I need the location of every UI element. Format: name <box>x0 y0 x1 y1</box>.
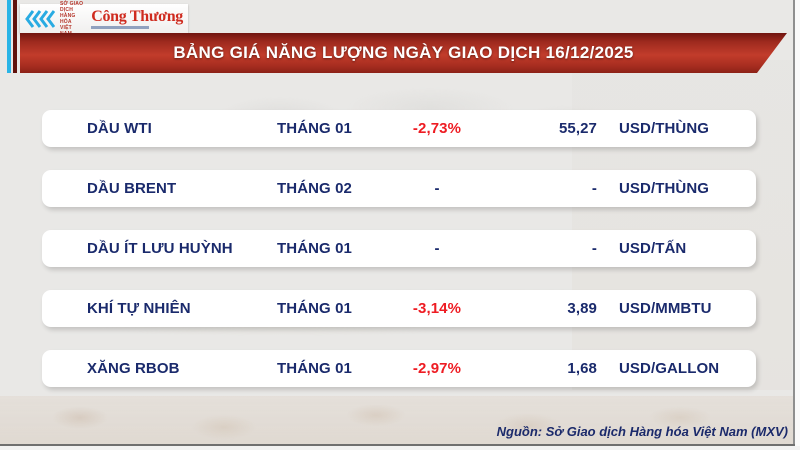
table-row: XĂNG RBOB THÁNG 01 -2,97% 1,68 USD/GALLO… <box>42 350 756 387</box>
frame-bottom-margin <box>0 446 800 450</box>
mxv-logo-line1: SỞ GIAO DỊCH <box>60 0 84 13</box>
price-value: - <box>591 240 597 257</box>
mxv-logo-text: SỞ GIAO DỊCH HÀNG HÓA VIỆT NAM <box>60 1 84 37</box>
price-unit: USD/GALLON <box>619 360 720 377</box>
price-value: 55,27 <box>558 120 597 137</box>
change-percent: -2,73% <box>412 120 462 137</box>
change-percent: -2,97% <box>412 360 462 377</box>
frame-right-margin <box>795 0 800 450</box>
change-percent: - <box>434 240 440 257</box>
contract-month: THÁNG 02 <box>277 180 352 197</box>
frame-right-line <box>793 0 795 445</box>
commodity-name: KHÍ TỰ NHIÊN <box>87 300 191 317</box>
congthuong-logo: Công Thương <box>91 7 183 29</box>
price-value: 1,68 <box>567 360 597 377</box>
price-unit: USD/THÙNG <box>619 180 710 197</box>
change-percent: - <box>434 180 440 197</box>
logo-box: SỞ GIAO DỊCH HÀNG HÓA VIỆT NAM Công Thươ… <box>20 1 188 37</box>
commodity-name: DẦU ÍT LƯU HUỲNH <box>87 240 233 257</box>
commodity-name: XĂNG RBOB <box>87 360 180 377</box>
commodity-name: DẦU WTI <box>87 120 152 137</box>
contract-month: THÁNG 01 <box>277 300 352 317</box>
title-banner: BẢNG GIÁ NĂNG LƯỢNG NGÀY GIAO DỊCH 16/12… <box>20 33 787 73</box>
contract-month: THÁNG 01 <box>277 240 352 257</box>
congthuong-logo-text: Công Thương <box>91 7 183 25</box>
price-value: - <box>591 180 597 197</box>
table-row: DẦU WTI THÁNG 01 -2,73% 55,27 USD/THÙNG <box>42 110 756 147</box>
mxv-chevrons-icon <box>25 9 55 29</box>
page-title: BẢNG GIÁ NĂNG LƯỢNG NGÀY GIAO DỊCH 16/12… <box>173 43 634 62</box>
commodity-name: DẦU BRENT <box>87 180 177 197</box>
contract-month: THÁNG 01 <box>277 360 352 377</box>
accent-bar-cyan <box>7 0 11 73</box>
source-note: Nguồn: Sở Giao dịch Hàng hóa Việt Nam (M… <box>496 424 788 439</box>
frame-bottom-line <box>0 444 795 446</box>
contract-month: THÁNG 01 <box>277 120 352 137</box>
table-row: DẦU BRENT THÁNG 02 - - USD/THÙNG <box>42 170 756 207</box>
price-table: DẦU WTI THÁNG 01 -2,73% 55,27 USD/THÙNG … <box>42 110 756 410</box>
table-row: DẦU ÍT LƯU HUỲNH THÁNG 01 - - USD/TẤN <box>42 230 756 267</box>
price-unit: USD/TẤN <box>619 240 687 257</box>
accent-bar-darkred <box>13 0 17 73</box>
change-percent: -3,14% <box>412 300 462 317</box>
price-unit: USD/MMBTU <box>619 300 712 317</box>
congthuong-tagline-bar <box>91 25 150 29</box>
mxv-logo-line2: HÀNG HÓA <box>60 12 76 25</box>
price-value: 3,89 <box>567 300 597 317</box>
table-row: KHÍ TỰ NHIÊN THÁNG 01 -3,14% 3,89 USD/MM… <box>42 290 756 327</box>
price-unit: USD/THÙNG <box>619 120 710 137</box>
